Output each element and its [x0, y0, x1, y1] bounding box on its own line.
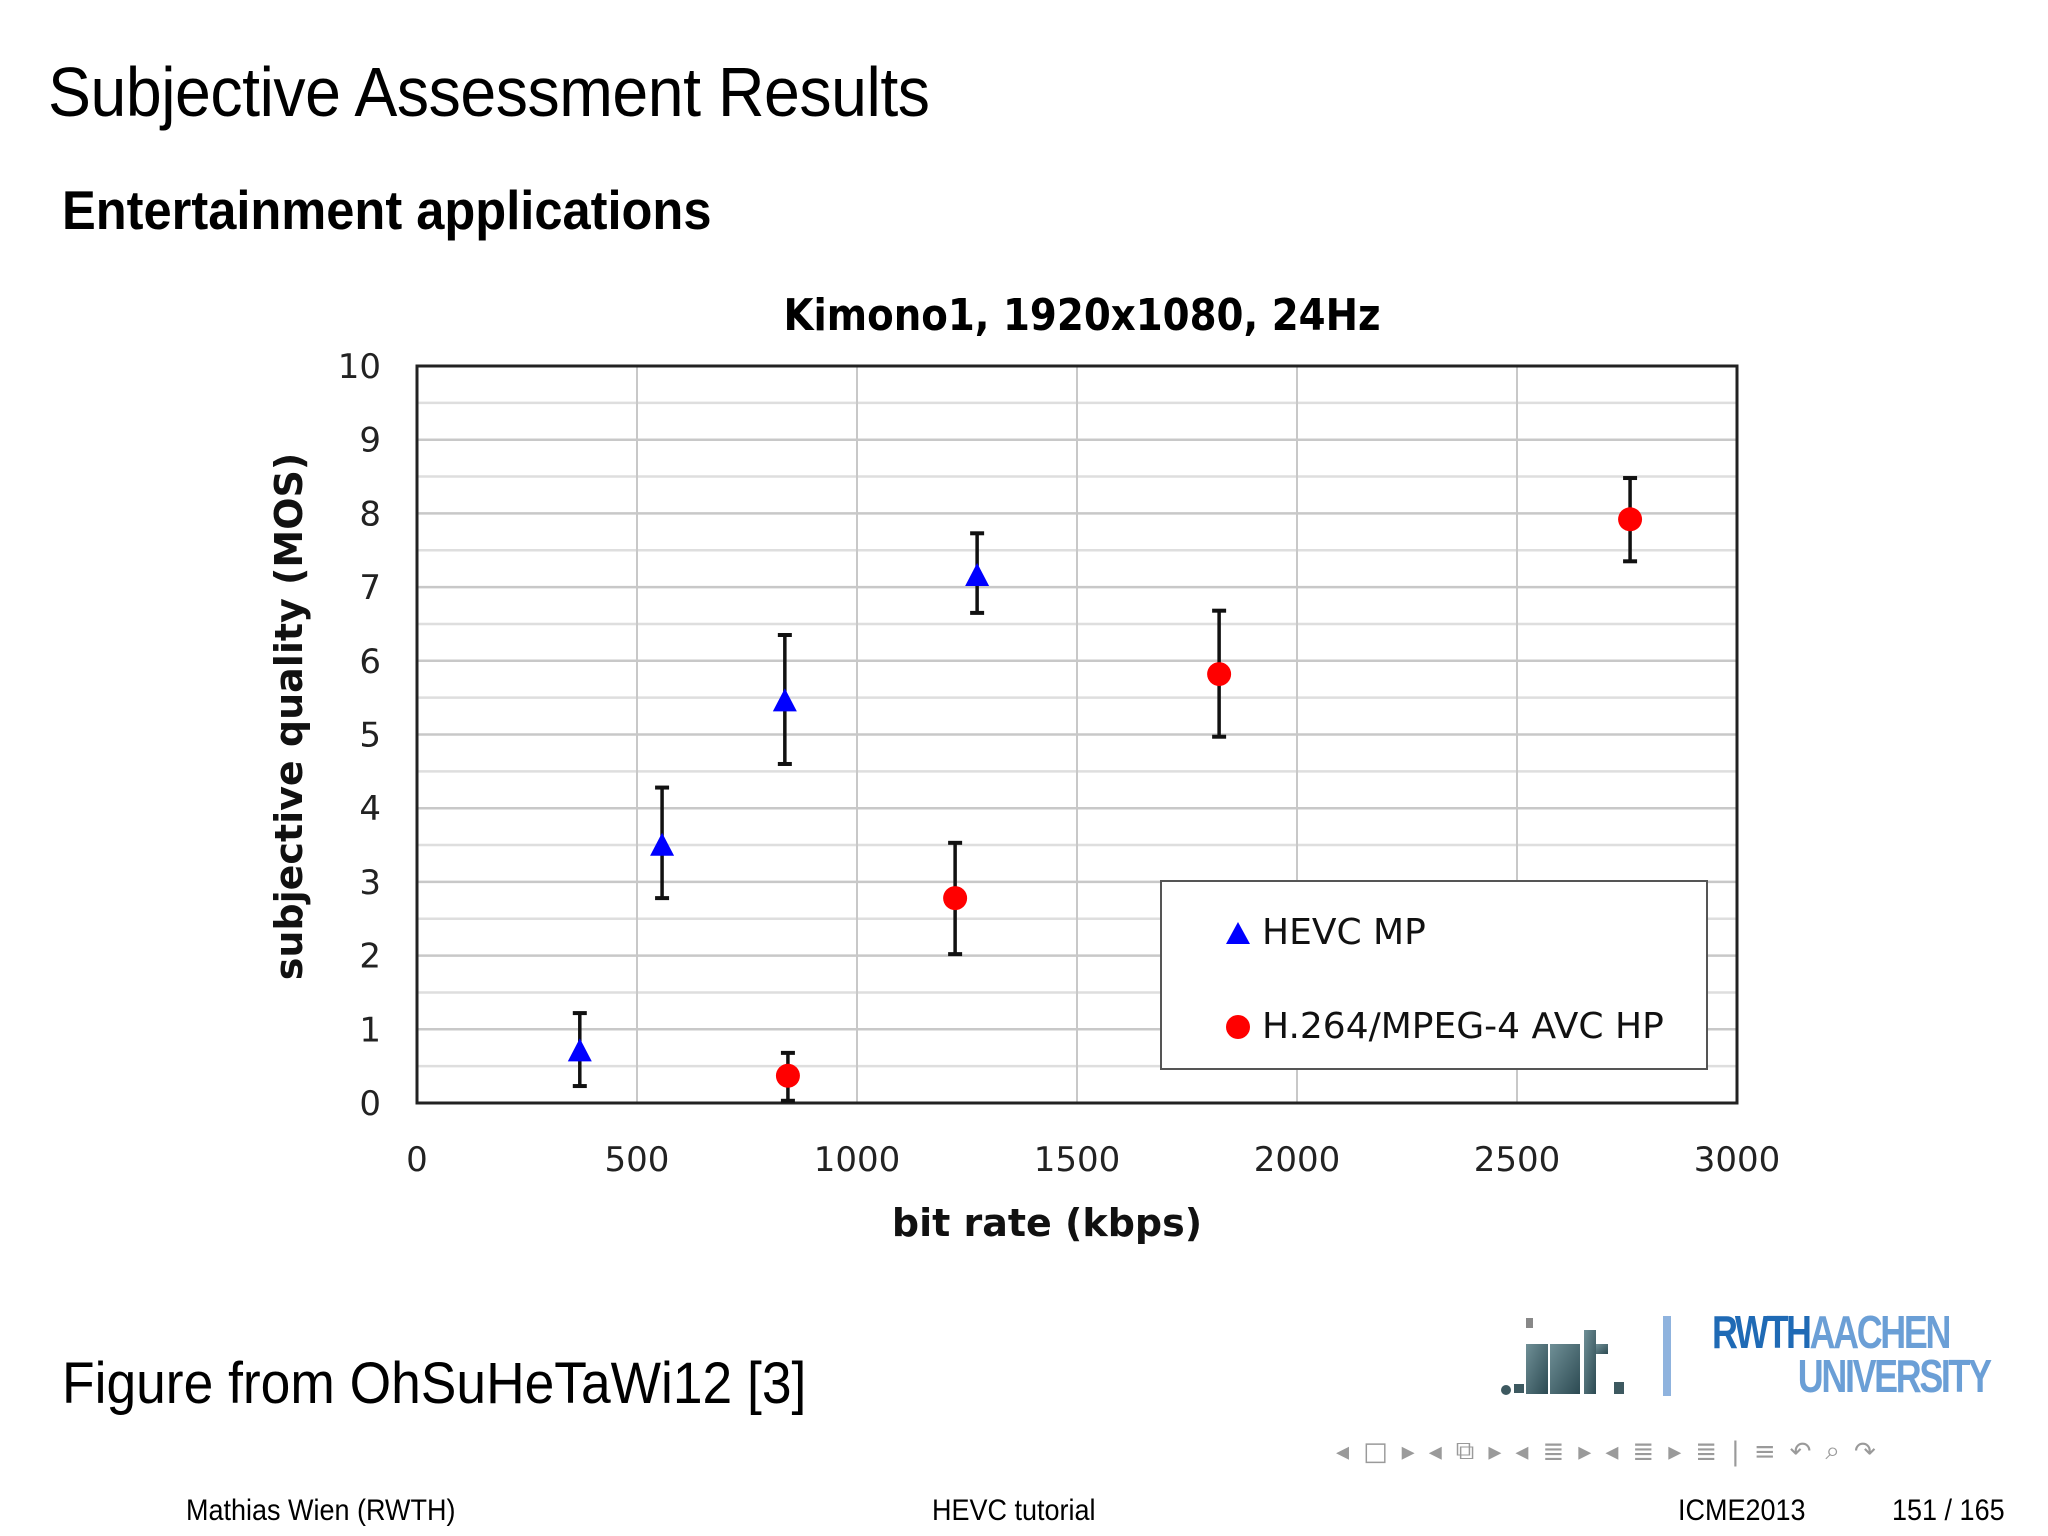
data-point-circle	[1207, 662, 1232, 687]
chart-title: Kimono1, 1920x1080, 24Hz	[783, 290, 1381, 341]
chart: Kimono1, 1920x1080, 24Hz 0 1 2 3 4 5 6 7 8 9 10 0 50…	[267, 290, 1781, 1245]
x-tick-label: 3000	[1694, 1140, 1781, 1180]
y-tick-label: 6	[359, 642, 381, 682]
next-section-arrow-icon[interactable]: ▸	[1668, 1436, 1682, 1467]
triangle-marker-icon	[1226, 921, 1250, 944]
slide-title: Subjective Assessment Results	[48, 53, 930, 131]
subsection-icon[interactable]: ≣	[1542, 1436, 1565, 1467]
y-tick-label: 9	[359, 421, 381, 461]
rwth-logo: RWTHAACHEN UNIVERSITY	[1712, 1306, 1992, 1402]
footer-conference: ICME2013	[1678, 1494, 1806, 1527]
x-tick-label: 2500	[1474, 1140, 1561, 1180]
data-point-circle	[943, 886, 968, 911]
plot-area: 0 1 2 3 4 5 6 7 8 9 10 0 500 1000 1500 2000 2500 3000 bit …	[267, 347, 1781, 1245]
slide-subtitle: Entertainment applications	[62, 179, 712, 241]
page-number: 151 / 165	[1892, 1494, 2005, 1527]
prev-frame-arrow-icon[interactable]: ◂	[1336, 1436, 1350, 1467]
beamer-navigation: ◂ □ ▸ ◂ ⧉ ▸ ◂ ≣ ▸ ◂ ≣ ▸ ≣ | ≡ ↶ ⌕ ↷	[1336, 1436, 1876, 1467]
x-tick-label: 0	[406, 1140, 428, 1180]
circle-marker-icon	[1226, 1014, 1250, 1039]
legend-label: HEVC MP	[1262, 912, 1426, 953]
legend-label: H.264/MPEG-4 AVC HP	[1262, 1006, 1664, 1047]
prev-subsection-arrow-icon[interactable]: ◂	[1515, 1436, 1529, 1467]
data-point-circle	[1618, 507, 1643, 532]
y-tick-label: 0	[359, 1084, 381, 1124]
plot-frame	[415, 364, 1739, 1105]
forward-icon[interactable]: ↷	[1853, 1436, 1876, 1467]
section-icon[interactable]: ≣	[1632, 1436, 1655, 1467]
y-tick-label: 3	[359, 863, 381, 903]
frame-icon[interactable]: □	[1363, 1436, 1388, 1467]
nav-separator: |	[1731, 1436, 1740, 1467]
footer-author: Mathias Wien (RWTH)	[186, 1494, 456, 1527]
data-point-triangle	[965, 563, 990, 587]
data-point-triangle	[567, 1038, 592, 1062]
document-icon[interactable]: ≣	[1695, 1436, 1718, 1467]
data-point-triangle	[772, 688, 797, 712]
ient-logo-icon	[1501, 1318, 1624, 1395]
x-axis-label: bit rate (kbps)	[892, 1201, 1202, 1245]
x-tick-label: 2000	[1254, 1140, 1341, 1180]
legend-item-hevc: HEVC MP	[1226, 912, 1426, 953]
x-tick-label: 1500	[1034, 1140, 1121, 1180]
data-point-circle	[775, 1063, 800, 1088]
prev-section-arrow-icon[interactable]: ◂	[1605, 1436, 1619, 1467]
logo-separator	[1663, 1316, 1671, 1396]
next-frame-arrow-icon[interactable]: ▸	[1401, 1436, 1415, 1467]
y-tick-label: 2	[359, 937, 381, 977]
slides-icon[interactable]: ⧉	[1455, 1436, 1475, 1466]
x-tick-label: 500	[605, 1140, 670, 1180]
y-tick-label: 8	[359, 494, 381, 534]
y-tick-label: 4	[359, 789, 381, 829]
figure-caption: Figure from OhSuHeTaWi12 [3]	[62, 1351, 807, 1416]
next-slide-arrow-icon[interactable]: ▸	[1488, 1436, 1502, 1467]
back-icon[interactable]: ↶	[1789, 1436, 1812, 1467]
data-point-triangle	[650, 832, 675, 856]
y-tick-label: 1	[359, 1010, 381, 1050]
appendix-icon[interactable]: ≡	[1753, 1436, 1776, 1467]
y-tick-label: 10	[338, 347, 381, 387]
next-subsection-arrow-icon[interactable]: ▸	[1578, 1436, 1592, 1467]
y-tick-label: 5	[359, 716, 381, 756]
x-tick-label: 1000	[814, 1140, 901, 1180]
footer-talk-title: HEVC tutorial	[932, 1494, 1096, 1527]
chart-legend: HEVC MP H.264/MPEG-4 AVC HP	[1160, 880, 1708, 1070]
search-icon[interactable]: ⌕	[1825, 1436, 1840, 1466]
y-axis-label: subjective quality (MOS)	[267, 453, 311, 981]
y-tick-label: 7	[359, 568, 381, 608]
legend-item-avc: H.264/MPEG-4 AVC HP	[1226, 1006, 1664, 1047]
prev-slide-arrow-icon[interactable]: ◂	[1428, 1436, 1442, 1467]
